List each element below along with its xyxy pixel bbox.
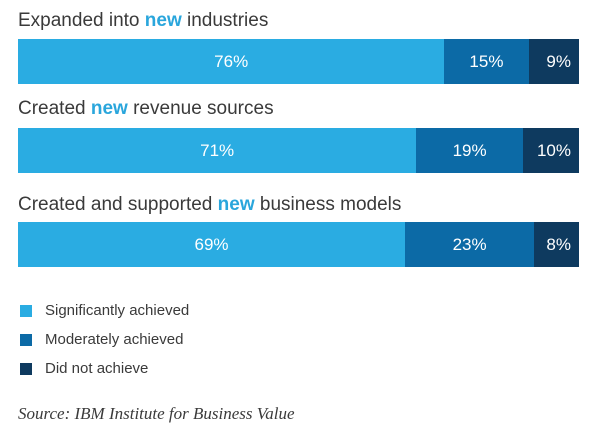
bar-1-segment-significantly: 76%	[18, 39, 445, 84]
bar-2-segment-moderately: 19%	[416, 128, 523, 173]
bar-2-segment-significantly: 71%	[18, 128, 417, 173]
legend-item-significantly: Significantly achieved	[20, 296, 189, 325]
legend-item-not-achieved: Did not achieve	[20, 354, 189, 383]
bar-1-label-significantly: 76%	[214, 51, 249, 71]
row-title-1: Expanded into new industries	[18, 10, 268, 32]
legend-swatch-moderately	[20, 333, 32, 346]
bar-1-segment-not-achieved: 9%	[528, 39, 579, 84]
row-title-2-pre: Created	[18, 98, 91, 119]
row-title-3-post: business models	[254, 194, 402, 215]
bar-2-label-moderately: 19%	[452, 140, 487, 160]
bar-row-2: 71% 19% 10%	[18, 128, 579, 173]
bar-2-label-significantly: 71%	[200, 140, 235, 160]
bar-3-label-moderately: 23%	[452, 234, 487, 254]
row-title-1-pre: Expanded into	[18, 10, 145, 31]
bar-2-label-not-achieved: 10%	[536, 140, 571, 160]
bar-1-segment-moderately: 15%	[444, 39, 529, 84]
bar-3-segment-not-achieved: 8%	[534, 222, 579, 267]
bar-3-segment-significantly: 69%	[18, 222, 406, 267]
bar-1-label-not-achieved: 9%	[546, 51, 571, 71]
bar-row-3: 69% 23% 8%	[18, 222, 579, 267]
legend-item-moderately: Moderately achieved	[20, 325, 189, 354]
bar-3-segment-moderately: 23%	[405, 222, 535, 267]
bar-2-segment-not-achieved: 10%	[522, 128, 579, 173]
legend-label-not-achieved: Did not achieve	[45, 360, 149, 377]
legend-label-significantly: Significantly achieved	[45, 302, 190, 319]
source-note: Source: IBM Institute for Business Value	[18, 404, 295, 423]
legend: Significantly achieved Moderately achiev…	[20, 296, 189, 383]
row-title-2-highlight: new	[90, 98, 128, 119]
row-title-2: Created new revenue sources	[18, 98, 274, 120]
bar-row-1: 76% 15% 9%	[18, 39, 579, 84]
bar-3-label-significantly: 69%	[194, 234, 229, 254]
row-title-1-post: industries	[181, 10, 269, 31]
row-title-1-highlight: new	[144, 10, 182, 31]
legend-swatch-significantly	[20, 304, 32, 317]
bar-1-label-moderately: 15%	[469, 51, 504, 71]
legend-swatch-not-achieved	[20, 362, 32, 375]
row-title-3-highlight: new	[217, 194, 255, 215]
legend-label-moderately: Moderately achieved	[45, 331, 184, 348]
row-title-3-pre: Created and supported	[18, 194, 218, 215]
bar-3-label-not-achieved: 8%	[546, 234, 571, 254]
row-title-2-post: revenue sources	[127, 98, 274, 119]
row-title-3: Created and supported new business model…	[18, 194, 401, 216]
